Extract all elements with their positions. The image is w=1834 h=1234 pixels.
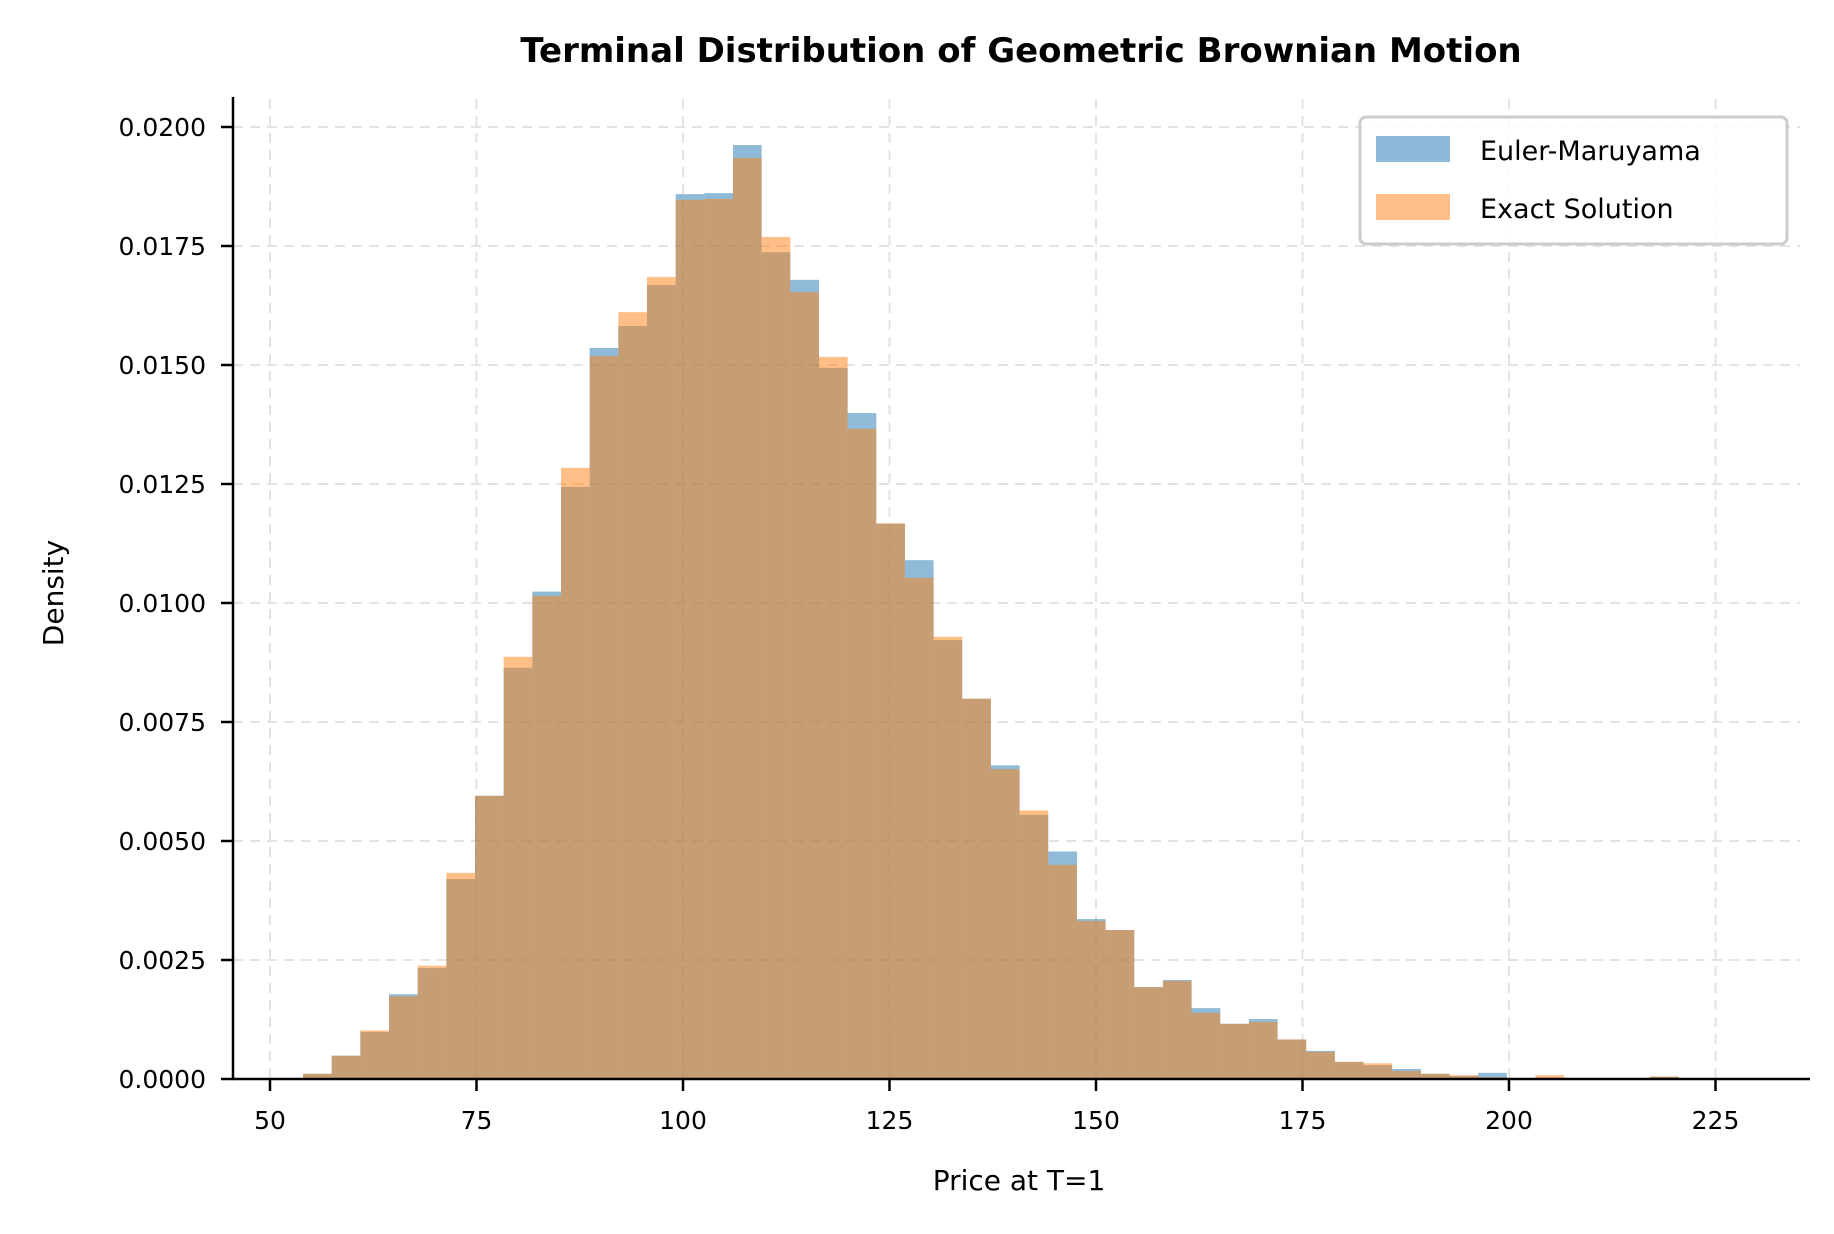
histogram-bar (876, 523, 905, 1079)
x-tick-label: 175 (1279, 1106, 1327, 1135)
y-tick-label: 0.0000 (119, 1065, 206, 1094)
y-axis-ticks: 0.0000 0.0025 0.0050 0.0075 0.0100 0.0125 0.01… (119, 113, 233, 1094)
histogram-bar (1220, 1023, 1249, 1079)
histogram-bar (1306, 1051, 1335, 1079)
histogram-bar (1363, 1063, 1393, 1079)
chart-title: Terminal Distribution of Geometric Brown… (520, 31, 1521, 71)
legend-swatch-euler-maruyama (1376, 136, 1450, 162)
y-axis-label: Density (37, 540, 70, 646)
x-tick-label: 125 (866, 1106, 914, 1135)
y-tick-label: 0.0150 (119, 351, 206, 380)
x-axis-ticks: 50 75 100 125 150 175 200 225 (254, 1079, 1739, 1135)
x-tick-label: 100 (659, 1106, 707, 1135)
histogram-bar (1019, 810, 1049, 1079)
legend: Euler-Maruyama Exact Solution (1358, 115, 1789, 246)
x-tick-label: 50 (254, 1106, 286, 1135)
histogram-bar (1277, 1039, 1307, 1079)
x-tick-label: 200 (1485, 1106, 1533, 1135)
histogram-bar (1134, 987, 1163, 1079)
x-axis-label: Price at T=1 (933, 1164, 1106, 1197)
x-tick-label: 225 (1692, 1106, 1740, 1135)
histogram-bar (1535, 1075, 1565, 1079)
legend-label-exact-solution: Exact Solution (1480, 194, 1674, 225)
legend-box (1358, 115, 1789, 246)
y-tick-label: 0.0100 (119, 589, 206, 618)
histogram-bar (1392, 1070, 1421, 1079)
histogram-bar (303, 1073, 332, 1079)
histogram-bar (962, 698, 991, 1079)
histogram-bar (904, 577, 934, 1079)
exact-solution-bars (303, 157, 1679, 1080)
histogram-bar (1162, 980, 1192, 1079)
histogram-bar (532, 595, 561, 1079)
histogram-bar (503, 656, 533, 1079)
y-tick-label: 0.0200 (119, 113, 206, 142)
y-tick-label: 0.0025 (119, 946, 206, 975)
histogram-bar (646, 276, 676, 1079)
histogram-bar (732, 157, 762, 1079)
axes (231, 97, 1810, 1081)
histogram-bar (933, 636, 963, 1079)
histogram-bar (618, 312, 647, 1079)
histogram-bar (360, 1030, 390, 1079)
histogram-bar (761, 236, 791, 1079)
y-tick-label: 0.0050 (119, 827, 206, 856)
legend-label-euler-maruyama: Euler-Maruyama (1480, 136, 1701, 167)
histogram-bar (589, 355, 619, 1079)
x-tick-label: 150 (1072, 1106, 1120, 1135)
histogram-bar (1449, 1075, 1479, 1079)
histogram-bar (704, 198, 733, 1080)
histogram-bar (446, 872, 476, 1079)
histogram-bar (417, 965, 447, 1079)
histogram-bar (475, 795, 504, 1079)
y-tick-label: 0.0125 (119, 470, 206, 499)
histogram-bar (389, 996, 418, 1079)
legend-swatch-exact-solution (1376, 194, 1450, 220)
histogram-bar (331, 1055, 361, 1079)
y-tick-label: 0.0175 (119, 232, 206, 261)
histogram-bar (990, 769, 1020, 1079)
histogram-bar (560, 467, 590, 1079)
histogram-bar (1334, 1061, 1364, 1079)
histogram-bar (1248, 1021, 1278, 1079)
histogram-bar (818, 356, 848, 1080)
histogram-bar (1105, 930, 1135, 1079)
histogram-bar (1076, 920, 1106, 1079)
histogram-bar (790, 292, 819, 1079)
histogram-bar (847, 428, 877, 1079)
histogram-bar (1191, 1012, 1221, 1079)
histogram-bar (675, 199, 705, 1079)
histogram-bar (1048, 864, 1077, 1079)
histogram-bar (1420, 1073, 1450, 1079)
y-tick-label: 0.0075 (119, 708, 206, 737)
histogram-bar (1478, 1072, 1507, 1079)
x-tick-label: 75 (461, 1106, 493, 1135)
